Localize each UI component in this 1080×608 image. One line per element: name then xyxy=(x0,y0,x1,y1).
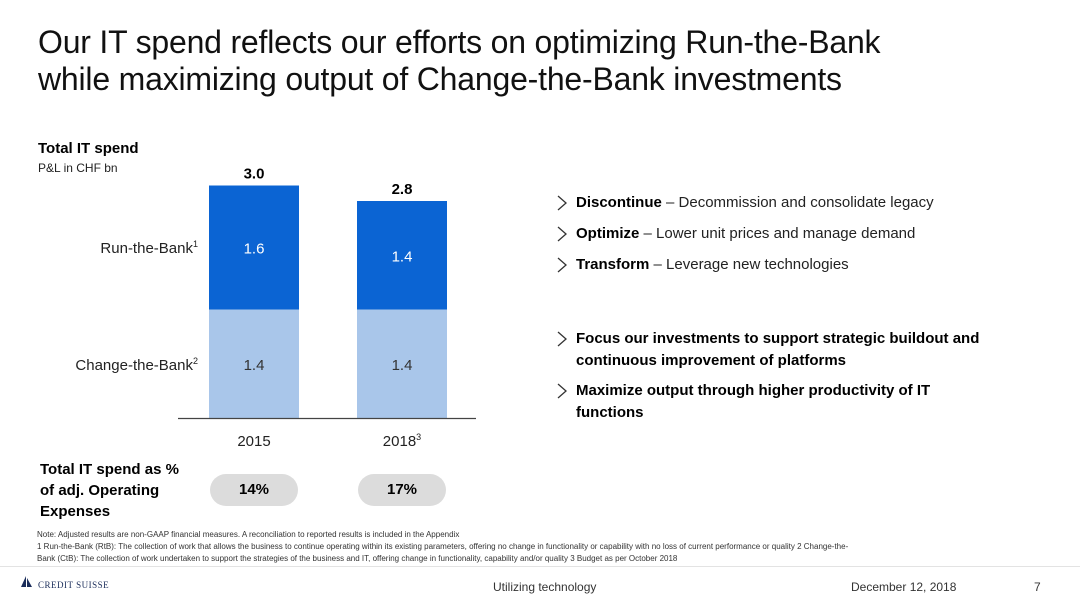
total-label-2015: 3.0 xyxy=(244,166,265,183)
bullet-transform-text: – Leverage new technologies xyxy=(649,256,848,273)
company-logo: CREDIT SUISSE xyxy=(38,580,109,590)
bullet-transform-bold: Transform xyxy=(576,256,649,273)
ratio-label: Total IT spend as % of adj. Operating Ex… xyxy=(40,459,210,522)
credit-suisse-sails-icon xyxy=(18,574,34,590)
bullet-maximize-line-1: Maximize output through higher productiv… xyxy=(576,380,930,402)
bullet-discontinue-bold: Discontinue xyxy=(576,194,662,211)
x-tick-label-2015: 2015 xyxy=(237,433,270,450)
total-label-2018: 2.8 xyxy=(392,181,413,198)
ratio-pill-2015: 14% xyxy=(210,474,298,506)
chevron-right-icon xyxy=(556,381,568,401)
data-label-change-the-bank-2015: 1.4 xyxy=(244,357,265,374)
footer-section: Utilizing technology xyxy=(493,580,596,594)
ratio-pill-2018: 17% xyxy=(358,474,446,506)
footer-date: December 12, 2018 xyxy=(851,580,956,594)
data-label-run-the-bank-2015: 1.6 xyxy=(244,241,265,258)
chevron-right-icon xyxy=(556,329,568,349)
page-number: 7 xyxy=(1034,580,1041,594)
data-label-run-the-bank-2018: 1.4 xyxy=(392,248,413,265)
bullet-maximize-line-2: functions xyxy=(576,402,930,424)
data-label-change-the-bank-2018: 1.4 xyxy=(392,357,413,374)
ratio-label-line-2: of adj. Operating xyxy=(40,480,210,501)
stacked-bar-chart: 1.4 1.6 3.0 2015 1.4 1.4 2.8 20183 xyxy=(0,0,520,460)
footnote-note: Note: Adjusted results are non-GAAP fina… xyxy=(37,530,459,539)
bullet-focus-line-1: Focus our investments to support strateg… xyxy=(576,328,979,350)
chevron-right-icon xyxy=(556,224,568,244)
footnote-1: 1 Run-the-Bank (RtB): The collection of … xyxy=(37,542,848,551)
ratio-label-line-1: Total IT spend as % xyxy=(40,459,210,480)
footer-divider xyxy=(0,566,1080,567)
bullet-focus-line-2: continuous improvement of platforms xyxy=(576,350,979,372)
chevron-right-icon xyxy=(556,255,568,275)
bullet-discontinue-text: – Decommission and consolidate legacy xyxy=(662,194,934,211)
ratio-label-line-3: Expenses xyxy=(40,501,210,522)
bullet-optimize-bold: Optimize xyxy=(576,225,639,242)
x-tick-label-2018: 20183 xyxy=(383,432,421,450)
footnote-2: Bank (CtB): The collection of work under… xyxy=(37,554,677,563)
chevron-right-icon xyxy=(556,193,568,213)
bullet-optimize-text: – Lower unit prices and manage demand xyxy=(639,225,915,242)
